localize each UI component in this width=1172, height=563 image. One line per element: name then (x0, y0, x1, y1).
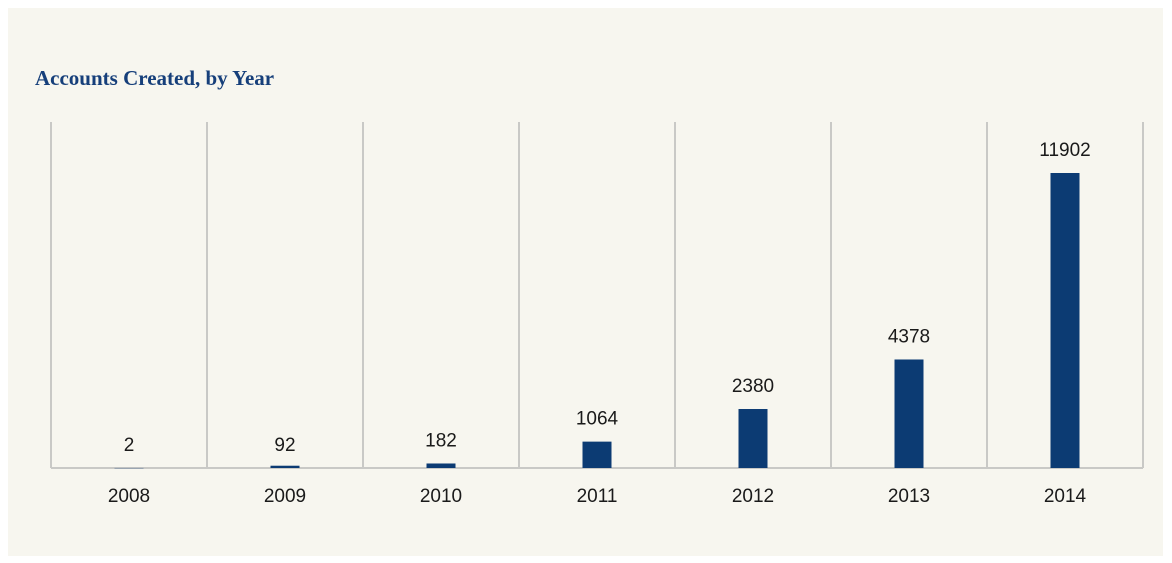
bar-2010 (426, 463, 456, 468)
value-label-2013: 4378 (888, 326, 930, 347)
category-labels: 2008 2009 2010 2011 2012 2013 2014 (108, 486, 1087, 507)
category-label-2009: 2009 (264, 486, 306, 507)
bar-2014 (1050, 173, 1080, 468)
bar-2012 (738, 409, 768, 468)
value-label-2014: 11902 (1039, 140, 1090, 161)
value-label-2010: 182 (425, 430, 457, 451)
category-label-2012: 2012 (732, 486, 774, 507)
value-label-2008: 2 (124, 435, 135, 456)
value-label-2012: 2380 (732, 376, 774, 397)
chart-title: Accounts Created, by Year (35, 66, 275, 90)
bars (114, 173, 1080, 469)
value-label-2011: 1064 (576, 409, 619, 430)
category-label-2014: 2014 (1044, 486, 1087, 507)
category-label-2011: 2011 (577, 486, 618, 507)
value-labels: 2 92 182 1064 2380 4378 11902 (124, 140, 1091, 456)
category-label-2010: 2010 (420, 486, 462, 507)
bar-2011 (582, 441, 612, 468)
bar-2013 (894, 359, 924, 468)
bar-2009 (270, 465, 300, 468)
value-label-2009: 92 (274, 435, 295, 456)
category-label-2008: 2008 (108, 486, 150, 507)
category-label-2013: 2013 (888, 486, 930, 507)
